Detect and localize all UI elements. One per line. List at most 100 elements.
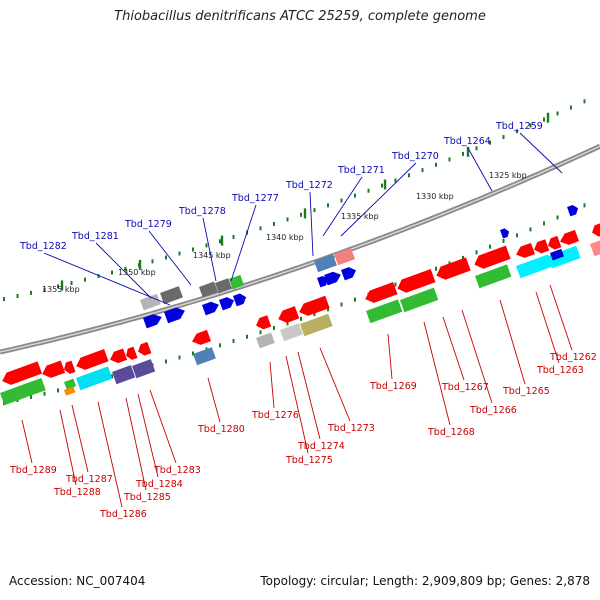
leader-line bbox=[149, 389, 177, 464]
gene-label-forward: Tbd_1270 bbox=[391, 151, 439, 162]
leader-line bbox=[387, 333, 393, 380]
gene-label-forward: Tbd_1271 bbox=[337, 165, 385, 176]
gene-label-reverse: Tbd_1269 bbox=[369, 381, 417, 392]
kbp-label: 1335 kbp bbox=[341, 212, 379, 221]
tick-mark bbox=[421, 168, 424, 173]
gene-arrow bbox=[314, 254, 337, 273]
gene-features bbox=[0, 204, 600, 406]
leader-line bbox=[202, 217, 217, 282]
tick-mark bbox=[151, 259, 154, 264]
tick-mark bbox=[30, 290, 32, 295]
gene-label-forward: Tbd_1282 bbox=[19, 241, 67, 252]
gene-arrow bbox=[64, 386, 76, 396]
tick-mark bbox=[543, 117, 545, 122]
gene-arrow bbox=[567, 204, 579, 217]
tick-mark bbox=[394, 178, 397, 183]
gene-arrow bbox=[233, 293, 247, 307]
leader-line bbox=[309, 191, 314, 257]
gene-label-forward: Tbd_1278 bbox=[178, 206, 226, 217]
tick-mark bbox=[570, 105, 572, 110]
tick-mark bbox=[556, 215, 559, 220]
leader-line bbox=[43, 252, 171, 306]
gene-arrow bbox=[560, 229, 580, 245]
gene-label-forward: Tbd_1259 bbox=[495, 121, 543, 132]
tick-mark bbox=[313, 312, 316, 317]
gene-arrow bbox=[366, 299, 403, 324]
leader-line bbox=[125, 397, 147, 491]
leader-line bbox=[519, 132, 563, 174]
tick-mark bbox=[286, 217, 289, 222]
gene-arrow bbox=[334, 247, 356, 266]
tick-mark bbox=[529, 123, 532, 128]
tick-mark bbox=[286, 321, 289, 326]
tick-mark bbox=[192, 351, 194, 356]
tick-mark bbox=[273, 325, 275, 330]
leader-line bbox=[95, 242, 152, 299]
major-tick bbox=[383, 179, 387, 190]
gene-arrow bbox=[400, 287, 439, 313]
gene-arrow bbox=[534, 239, 550, 254]
tick-mark bbox=[165, 255, 167, 260]
tick-mark bbox=[556, 111, 559, 116]
leader-line bbox=[322, 176, 363, 237]
tick-mark bbox=[232, 235, 235, 239]
tick-mark bbox=[111, 374, 113, 379]
gene-arrow bbox=[280, 323, 303, 342]
gene-label-reverse: Tbd_1288 bbox=[53, 487, 101, 498]
gene-label-reverse: Tbd_1268 bbox=[427, 427, 475, 438]
leader-line bbox=[137, 393, 159, 478]
gene-arrow bbox=[550, 248, 565, 261]
major-tick bbox=[466, 146, 470, 157]
tick-mark bbox=[84, 277, 86, 282]
gene-label-forward: Tbd_1279 bbox=[124, 219, 172, 230]
tick-mark bbox=[448, 157, 451, 162]
gene-label-reverse: Tbd_1265 bbox=[502, 386, 550, 397]
tick-mark bbox=[273, 221, 275, 226]
leader-line bbox=[59, 409, 77, 486]
gene-label-reverse: Tbd_1276 bbox=[251, 410, 299, 421]
gene-arrow bbox=[590, 239, 600, 257]
leader-line bbox=[230, 204, 257, 282]
tick-mark bbox=[192, 247, 194, 252]
tick-mark bbox=[354, 297, 356, 302]
gene-label-reverse: Tbd_1286 bbox=[99, 509, 147, 520]
tick-mark bbox=[57, 284, 59, 289]
tick-mark bbox=[435, 266, 437, 271]
tick-mark bbox=[16, 294, 19, 298]
tick-mark bbox=[97, 274, 100, 279]
gene-arrow bbox=[341, 267, 357, 281]
tick-mark bbox=[3, 297, 5, 302]
gene-arrow bbox=[110, 348, 128, 364]
gene-arrow bbox=[132, 359, 156, 379]
tick-mark bbox=[516, 233, 518, 238]
gene-arrow bbox=[76, 366, 113, 391]
gene-label-reverse: Tbd_1287 bbox=[65, 474, 113, 485]
gene-arrow bbox=[215, 278, 232, 294]
tick-mark bbox=[327, 203, 329, 208]
accession-text: Accession: NC_007404 bbox=[9, 574, 146, 588]
gene-arrow bbox=[138, 341, 152, 356]
leader-line bbox=[535, 291, 560, 364]
gene-arrow bbox=[256, 332, 275, 349]
gene-arrow bbox=[436, 257, 471, 280]
major-tick bbox=[220, 235, 224, 246]
gene-arrow bbox=[299, 295, 330, 316]
gene-arrow bbox=[592, 222, 600, 237]
gene-arrow bbox=[317, 275, 329, 288]
gene-arrow bbox=[500, 228, 510, 239]
tick-mark bbox=[70, 281, 73, 285]
kbp-label: 1340 kbp bbox=[266, 233, 304, 242]
leader-line bbox=[423, 321, 451, 426]
gene-label-reverse: Tbd_1273 bbox=[327, 423, 375, 434]
gene-arrow bbox=[126, 346, 138, 360]
gene-arrow bbox=[112, 365, 136, 385]
tick-mark bbox=[300, 316, 302, 321]
map-title: Thiobacillus denitrificans ATCC 25259, c… bbox=[114, 9, 486, 24]
tick-mark bbox=[340, 198, 343, 203]
tick-mark bbox=[394, 282, 397, 287]
leader-line bbox=[340, 162, 417, 237]
tick-mark bbox=[543, 221, 545, 226]
gene-label-reverse: Tbd_1267 bbox=[441, 382, 489, 393]
gene-arrow bbox=[548, 245, 581, 269]
tick-mark bbox=[300, 212, 302, 217]
